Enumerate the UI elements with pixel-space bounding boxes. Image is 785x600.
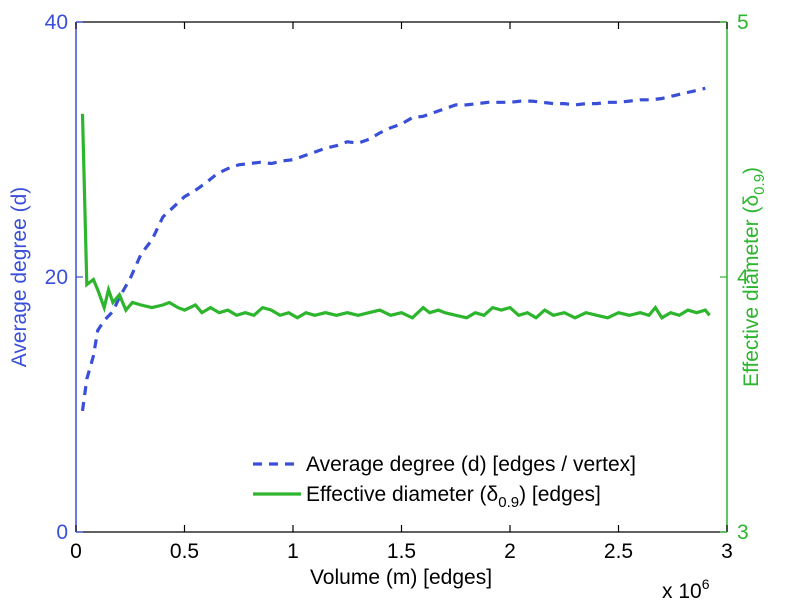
right-label-sub: 0.9 <box>751 174 768 195</box>
right-label-main: Effective diameter ( <box>740 207 763 388</box>
legend2-main: Effective diameter ( <box>306 483 487 506</box>
right-label-end: ) <box>740 167 763 174</box>
legend: Average degree (d) [edges / vertex] Effe… <box>253 453 636 511</box>
right-tick-label: 4 <box>737 266 749 289</box>
left-axis-label: Average degree (d) <box>8 187 31 368</box>
x-axis-ticks: 0 0.5 1 1.5 2 2.5 3 <box>70 22 733 563</box>
right-label-symbol: δ <box>740 195 763 207</box>
legend2-sub: 0.9 <box>498 494 519 511</box>
x-tick-label: 0 <box>70 540 82 563</box>
legend-label-degree: Average degree (d) [edges / vertex] <box>306 453 636 476</box>
x-scale-base: x 10 <box>662 580 702 600</box>
x-tick-label: 2 <box>504 540 516 563</box>
legend2-end: ) [edges] <box>519 483 601 506</box>
left-tick-label: 0 <box>56 521 68 544</box>
series-line-average-degree <box>80 86 706 412</box>
x-scale-label: x 106 <box>662 576 710 600</box>
series-line-effective-diameter <box>80 113 711 320</box>
right-axis-label: Effective diameter (δ0.9) <box>740 167 768 387</box>
x-scale-exponent: 6 <box>702 576 710 592</box>
right-tick-label: 5 <box>737 11 749 34</box>
x-tick-label: 1.5 <box>387 540 416 563</box>
x-tick-label: 2.5 <box>604 540 633 563</box>
legend2-symbol: δ <box>487 483 499 506</box>
x-tick-label: 0.5 <box>170 540 199 563</box>
right-axis-ticks: 3 4 5 <box>720 11 749 544</box>
legend-label-diameter: Effective diameter (δ0.9) [edges] <box>306 483 601 511</box>
x-axis-label: Volume (m) [edges] <box>310 566 492 589</box>
left-axis-ticks: 0 20 40 <box>45 11 83 544</box>
left-tick-label: 40 <box>45 11 68 34</box>
x-tick-label: 1 <box>287 540 299 563</box>
x-tick-label: 3 <box>721 540 733 563</box>
right-tick-label: 3 <box>737 521 749 544</box>
left-tick-label: 20 <box>45 266 68 289</box>
